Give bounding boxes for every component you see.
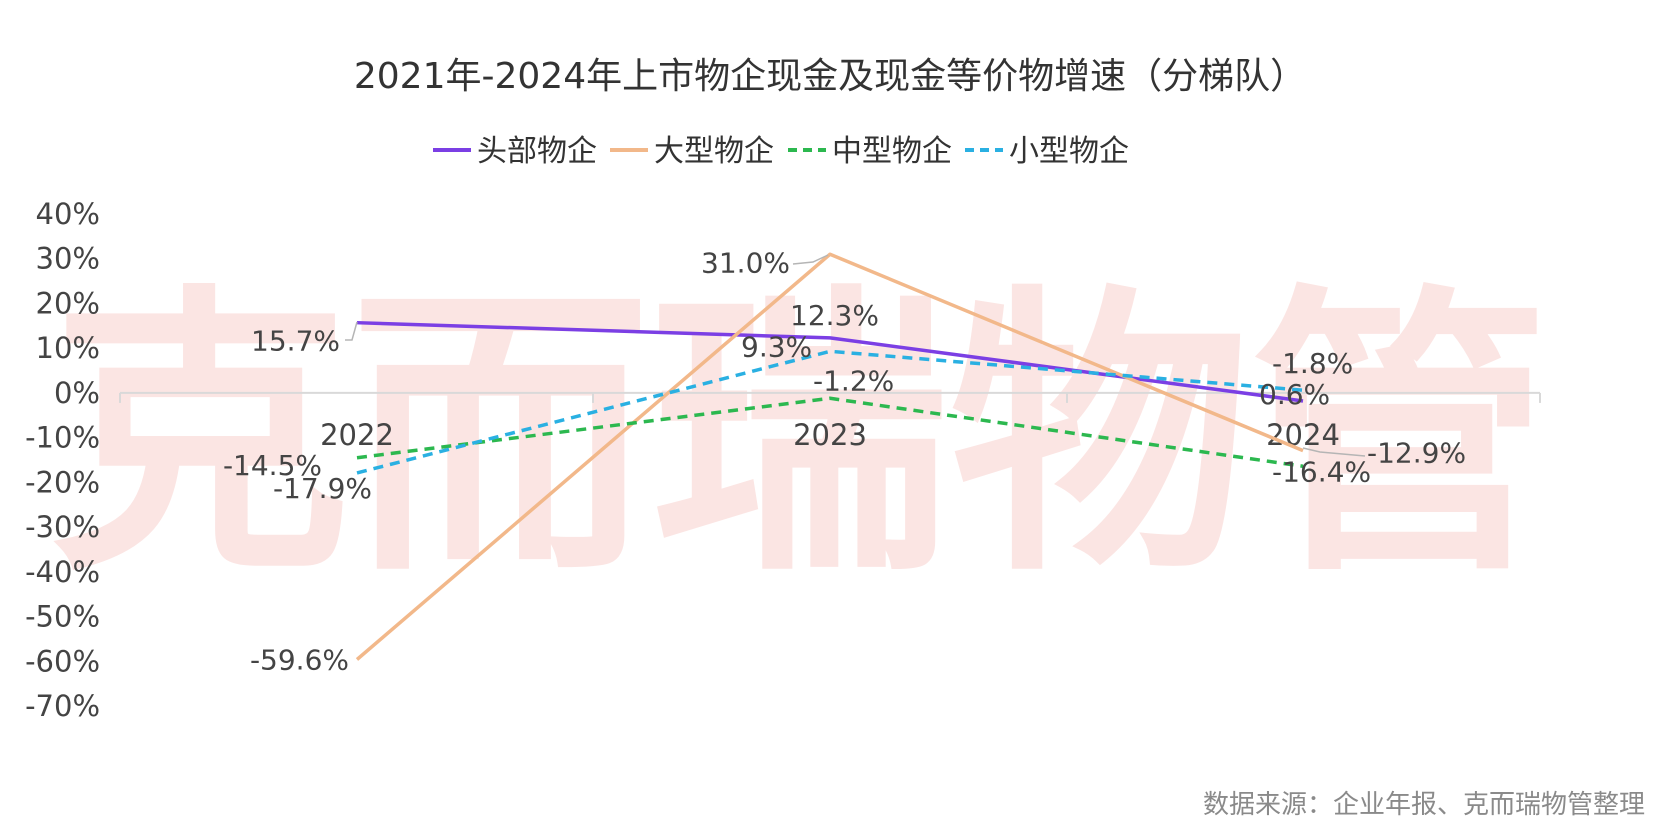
y-tick-label: -10% — [25, 421, 100, 455]
data-label: 12.3% — [790, 299, 879, 332]
y-tick-label: -30% — [25, 510, 100, 544]
x-tick-label: 2023 — [793, 418, 867, 452]
x-tick-label: 2024 — [1266, 418, 1340, 452]
leader-line — [1302, 447, 1366, 457]
y-tick-label: 40% — [36, 197, 100, 231]
data-label: 9.3% — [741, 330, 812, 363]
data-label: 15.7% — [251, 325, 340, 358]
data-label: -12.9% — [1367, 437, 1466, 470]
chart-title: 2021年-2024年上市物企现金及现金等价物增速（分梯队） — [354, 56, 1306, 97]
y-tick-label: -70% — [25, 689, 100, 723]
y-tick-label: -50% — [25, 600, 100, 634]
y-tick-label: 0% — [54, 376, 100, 410]
x-tick-label: 2022 — [320, 418, 394, 452]
y-tick-label: 20% — [36, 286, 100, 320]
y-tick-label: -40% — [25, 555, 100, 589]
data-labels: 15.7%12.3%-1.8%-59.6%31.0%-12.9%-14.5%-1… — [223, 246, 1466, 676]
data-label: -16.4% — [1272, 455, 1371, 488]
legend-label: 小型物企 — [1009, 134, 1129, 169]
legend-label: 头部物企 — [477, 134, 597, 169]
data-label: -59.6% — [250, 643, 349, 676]
data-label: -1.2% — [813, 364, 894, 397]
leader-line — [345, 321, 358, 341]
y-axis: 40% 30% 20% 10% 0% -10% -20% -30% -40% -50% -60% -7… — [25, 197, 100, 723]
series-line-2 — [355, 252, 1304, 661]
y-tick-label: 10% — [36, 331, 100, 365]
series-line-4 — [356, 349, 1304, 475]
legend-label: 大型物企 — [654, 134, 774, 169]
series-group — [355, 252, 1304, 661]
legend-label: 中型物企 — [832, 134, 952, 169]
data-label: -17.9% — [273, 472, 372, 505]
y-tick-label: -60% — [25, 644, 100, 678]
leader-line — [792, 254, 829, 265]
x-axis: 2022 2023 2024 — [119, 391, 1541, 452]
source-note: 数据来源：企业年报、克而瑞物管整理 — [1203, 790, 1645, 820]
watermark: 克而瑞物管 — [50, 262, 1550, 611]
data-label: 0.6% — [1259, 378, 1330, 411]
data-label: -14.5% — [223, 449, 322, 482]
data-label: -1.8% — [1272, 347, 1353, 380]
y-tick-label: -20% — [25, 465, 100, 499]
legend: 头部物企 大型物企 中型物企 小型物企 — [433, 134, 1129, 169]
y-tick-label: 30% — [36, 242, 100, 276]
series-line-3 — [356, 396, 1304, 468]
data-label: 31.0% — [701, 246, 790, 279]
series-line-1 — [356, 320, 1304, 403]
